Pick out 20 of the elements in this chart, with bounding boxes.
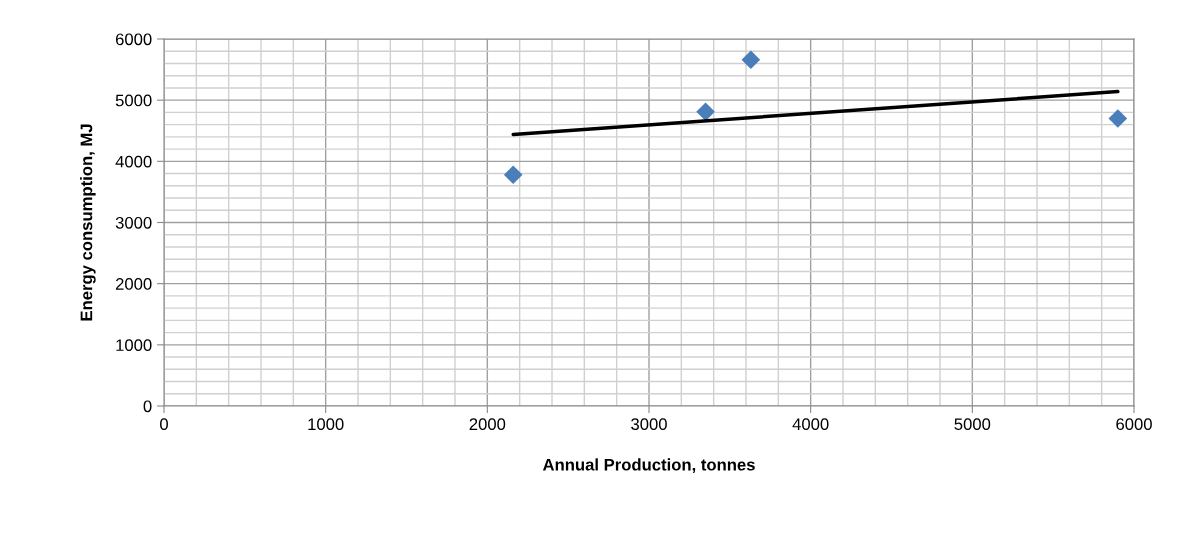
y-axis-title: Energy consumption, MJ	[80, 124, 96, 321]
x-tick-label: 1000	[308, 418, 344, 431]
y-tick-label: 0	[143, 400, 152, 413]
y-tick-label: 4000	[115, 155, 152, 168]
y-tick-label: 3000	[115, 216, 152, 229]
x-tick-label: 5000	[954, 418, 991, 431]
y-tick-label: 2000	[115, 278, 152, 290]
point	[741, 50, 761, 70]
y-tick-label: 6000	[115, 33, 152, 46]
x-tick-label: 3000	[631, 418, 667, 431]
point	[503, 165, 523, 185]
y-tick-label: 1000	[116, 339, 152, 352]
point	[1108, 109, 1128, 128]
point	[696, 102, 715, 122]
x-tick-label: 4000	[792, 418, 829, 431]
x-tick-label: 6000	[1116, 418, 1152, 431]
x-tick-label: 2000	[469, 418, 506, 431]
x-axis-title: Annual Production, tonnes	[542, 458, 755, 473]
y-tick-label: 5000	[115, 94, 152, 107]
x-tick-label: 0	[160, 418, 168, 431]
